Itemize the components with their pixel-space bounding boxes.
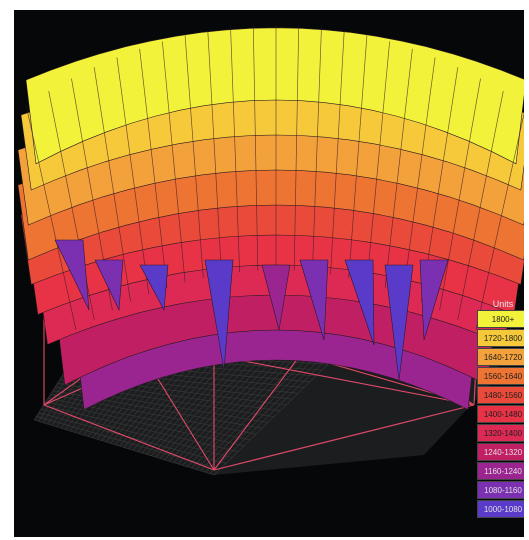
surface-spike (204, 259, 234, 371)
floor-grid-line (43, 405, 239, 452)
surface-facet-line (402, 57, 436, 295)
floor-grid-line (47, 397, 251, 441)
floor-grid-line (38, 412, 227, 464)
legend-entry: 1640-1720 (477, 348, 524, 366)
surface-facet-line (348, 35, 368, 278)
wireframe-edge (43, 404, 215, 471)
legend-entry: 1000-1080 (477, 500, 524, 518)
legend-rows: 1800+ 1720-1800 1640-1720 1560-1640 1480-156… (477, 310, 524, 518)
surface-facet-line (116, 57, 150, 295)
surface-spike (261, 264, 291, 331)
legend-entry: 1560-1640 (477, 367, 524, 385)
surface-spike (54, 239, 90, 311)
floor-grid-line (45, 401, 245, 447)
legend-entry: 1320-1400 (477, 424, 524, 442)
surface-spike (299, 259, 329, 341)
legend-entry: 1240-1320 (477, 443, 524, 461)
floor-grid-line (33, 419, 215, 476)
surface-band (25, 27, 524, 165)
legend-entry: 1160-1240 (477, 462, 524, 480)
legend-entry: 1720-1800 (477, 329, 524, 347)
surface-facet-line (252, 25, 259, 271)
surface-facet-line (162, 41, 186, 283)
surface-facet-line (312, 27, 322, 272)
surface-spike (419, 259, 449, 341)
surface-spike (384, 264, 414, 381)
surface-spike (94, 259, 124, 312)
surface-spike (139, 264, 169, 312)
surface-facet-line (184, 35, 204, 278)
surface-facet-line (330, 30, 345, 275)
legend-entry: 1080-1160 (477, 481, 524, 499)
surface-spike (344, 259, 375, 346)
legend-entry: 1480-1560 (477, 386, 524, 404)
surface-facet-line (207, 30, 222, 275)
surface-facet-line (457, 91, 504, 320)
surface-plot (17, 25, 524, 476)
surface-facet-line (25, 104, 77, 331)
legend-entry: 1800+ (477, 310, 524, 328)
surface-facet-line (475, 112, 524, 331)
legend-entry: 1400-1480 (477, 405, 524, 423)
surface-facet-line (230, 27, 240, 272)
legend: Units 1800+ 1720-1800 1640-1720 1560-1640 14… (477, 298, 524, 519)
floor-grid-line (40, 408, 233, 458)
surface-facet-line (439, 78, 481, 311)
surface-facet-line (139, 48, 168, 288)
legend-title: Units (492, 299, 514, 309)
wireframe-edge (213, 404, 475, 471)
surface-facet-line (93, 67, 131, 302)
surface-facet-line (384, 48, 413, 288)
surface-facet-line (366, 41, 390, 283)
plot-area: Units 1800+ 1720-1800 1640-1720 1560-1640 14… (14, 10, 524, 537)
surface-facet-line (293, 25, 300, 271)
